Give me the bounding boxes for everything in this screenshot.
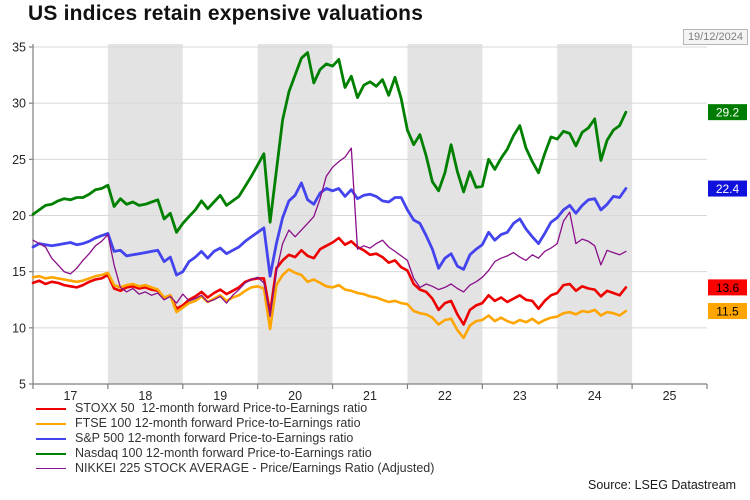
legend-label: Nasdaq 100 12-month forward Price-to-Ear… bbox=[75, 446, 372, 460]
legend-item: Nasdaq 100 12-month forward Price-to-Ear… bbox=[36, 446, 434, 461]
legend-item: FTSE 100 12-month forward Price-to-Earni… bbox=[36, 416, 434, 431]
y-tick-label: 10 bbox=[12, 321, 26, 335]
x-tick-label: 20 bbox=[288, 389, 302, 400]
end-value-label-box bbox=[708, 302, 747, 319]
series-line-stoxx-50 bbox=[31, 236, 628, 326]
x-tick-label: 22 bbox=[438, 389, 452, 400]
y-tick-label: 35 bbox=[12, 41, 26, 55]
y-tick-label: 15 bbox=[12, 265, 26, 279]
end-value-label-box bbox=[708, 104, 747, 121]
end-value-label: 29.2 bbox=[716, 106, 740, 120]
series-line-ftse-100 bbox=[31, 268, 628, 340]
legend-label: NIKKEI 225 STOCK AVERAGE - Price/Earning… bbox=[75, 461, 435, 475]
source-attribution: Source: LSEG Datastream bbox=[588, 478, 736, 492]
legend-line-swatch bbox=[36, 422, 66, 425]
y-tick-label: 25 bbox=[12, 153, 26, 167]
x-tick-label: 23 bbox=[513, 389, 527, 400]
legend-item: STOXX 50 12-month forward Price-to-Earni… bbox=[36, 401, 434, 416]
legend-label: S&P 500 12-month forward Price-to-Earnin… bbox=[75, 431, 354, 445]
series-line-nikkei-225 bbox=[32, 147, 627, 318]
legend-line-swatch bbox=[36, 407, 66, 410]
y-tick-label: 5 bbox=[19, 378, 26, 392]
y-tick-label: 30 bbox=[12, 97, 26, 111]
end-value-label-box bbox=[708, 180, 747, 197]
legend-line-swatch bbox=[36, 437, 66, 440]
end-value-label: 22.4 bbox=[716, 182, 740, 196]
legend-line-swatch bbox=[36, 468, 66, 469]
x-tick-label: 19 bbox=[213, 389, 227, 400]
pe-ratio-line-chart: 5 10 15 20 25 30 35 17 18 19 20 21 22 23 24 25 13.6 11.5 2… bbox=[12, 41, 747, 400]
chart-legend: STOXX 50 12-month forward Price-to-Earni… bbox=[36, 401, 434, 476]
x-tick-label: 21 bbox=[363, 389, 377, 400]
series-line-nasdaq-100 bbox=[31, 51, 628, 234]
x-tick-label: 17 bbox=[63, 389, 77, 400]
legend-label: FTSE 100 12-month forward Price-to-Earni… bbox=[75, 416, 361, 430]
end-value-label-box bbox=[708, 279, 747, 296]
date-badge: 19/12/2024 bbox=[682, 29, 748, 45]
legend-item: NIKKEI 225 STOCK AVERAGE - Price/Earning… bbox=[36, 461, 434, 476]
year-band bbox=[407, 44, 483, 384]
x-tick-label: 25 bbox=[663, 389, 677, 400]
y-tick-label: 20 bbox=[12, 209, 26, 223]
page-title: US indices retain expensive valuations bbox=[28, 2, 424, 25]
x-tick-label: 24 bbox=[588, 389, 602, 400]
end-value-label: 11.5 bbox=[716, 304, 739, 318]
series-line-s-p-500 bbox=[31, 181, 628, 278]
x-tick-label: 18 bbox=[138, 389, 152, 400]
legend-label: STOXX 50 12-month forward Price-to-Earni… bbox=[75, 401, 368, 415]
legend-item: S&P 500 12-month forward Price-to-Earnin… bbox=[36, 431, 434, 446]
end-value-label: 13.6 bbox=[716, 281, 740, 295]
legend-line-swatch bbox=[36, 452, 66, 455]
